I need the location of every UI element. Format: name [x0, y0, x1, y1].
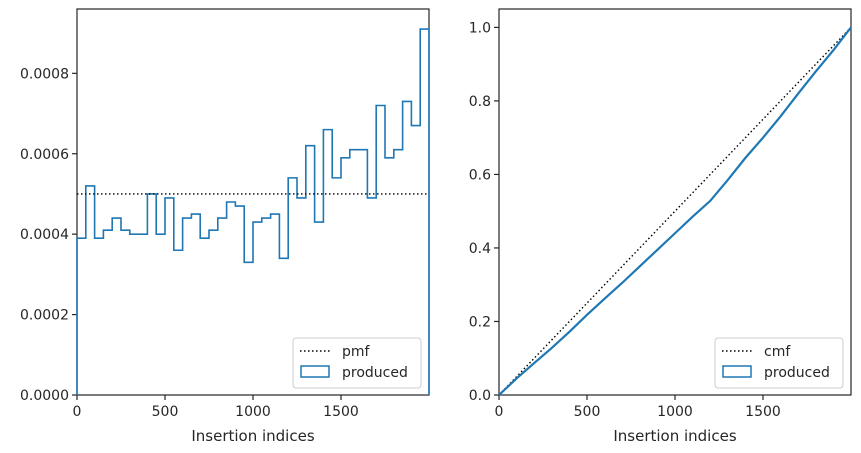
- left-x-ticks: 0 500 1000 1500: [73, 395, 359, 420]
- cmf-line: [498, 26, 852, 396]
- right-legend-produced-label: produced: [764, 365, 830, 381]
- y-tick-label: 0.6: [469, 167, 491, 183]
- left-series: [76, 28, 430, 395]
- right-legend-cmf-label: cmf: [764, 344, 791, 360]
- right-legend: cmf produced: [714, 337, 844, 389]
- right-legend-produced-swatch: [722, 365, 752, 378]
- x-tick-label: 500: [152, 404, 179, 420]
- y-tick-label: 0.0000: [20, 388, 69, 404]
- y-tick-label: 0.0006: [20, 147, 69, 163]
- left-legend-produced-swatch: [300, 365, 330, 378]
- right-panel: 0.0 0.2 0.4 0.6 0.8 1.0 0 500 1000 1500 Insertio…: [469, 8, 852, 445]
- x-tick-label: 0: [495, 404, 504, 420]
- produced-step-line: [76, 28, 430, 395]
- y-tick-label: 0.0004: [20, 227, 69, 243]
- right-x-axis-label: Insertion indices: [613, 427, 736, 445]
- y-tick-label: 0.2: [469, 314, 491, 330]
- x-tick-label: 0: [73, 404, 82, 420]
- left-panel: 0.0000 0.0002 0.0004 0.0006 0.0008 0 500 1000 1…: [20, 8, 430, 445]
- left-legend-produced-label: produced: [342, 365, 408, 381]
- left-legend: pmf produced: [292, 337, 422, 389]
- y-tick-label: 0.0: [469, 388, 491, 404]
- y-tick-label: 1.0: [469, 20, 491, 36]
- x-tick-label: 1500: [745, 404, 781, 420]
- x-tick-label: 1500: [323, 404, 359, 420]
- left-plot-frame: [76, 8, 430, 396]
- y-tick-label: 0.8: [469, 94, 491, 110]
- x-tick-label: 1000: [657, 404, 693, 420]
- left-y-ticks: 0.0000 0.0002 0.0004 0.0006 0.0008: [20, 66, 77, 404]
- right-plot-frame: [498, 8, 852, 396]
- left-legend-pmf-label: pmf: [342, 344, 371, 360]
- y-tick-label: 0.0002: [20, 308, 69, 324]
- x-tick-label: 1000: [235, 404, 271, 420]
- right-series: [498, 26, 852, 396]
- produced-cumulative-line: [498, 26, 852, 396]
- y-tick-label: 0.4: [469, 241, 491, 257]
- x-tick-label: 500: [574, 404, 601, 420]
- right-x-ticks: 0 500 1000 1500: [495, 395, 781, 420]
- y-tick-label: 0.0008: [20, 66, 69, 82]
- right-y-ticks: 0.0 0.2 0.4 0.6 0.8 1.0: [469, 20, 499, 404]
- left-x-axis-label: Insertion indices: [191, 427, 314, 445]
